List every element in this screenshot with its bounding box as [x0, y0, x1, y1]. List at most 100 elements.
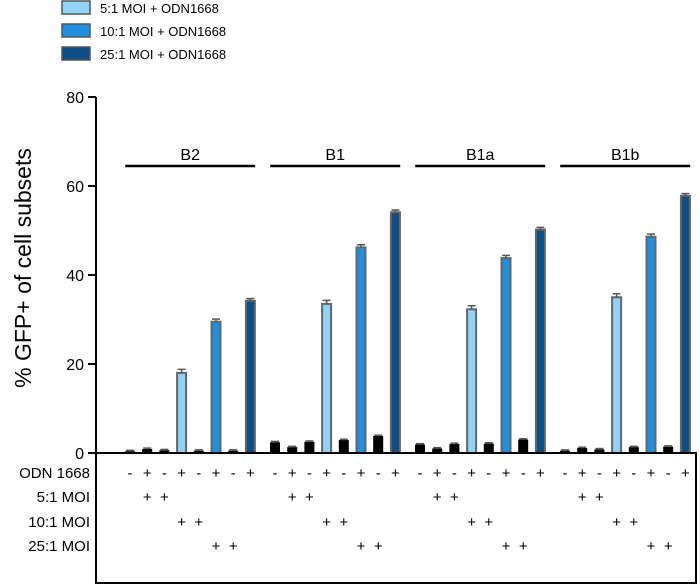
bar: [389, 211, 401, 454]
condition-mark: +: [647, 538, 656, 555]
bar: [611, 296, 623, 454]
condition-mark: +: [484, 514, 493, 531]
condition-mark: +: [246, 465, 255, 482]
condition-mark: +: [229, 538, 238, 555]
condition-row-label: ODN 1668: [19, 465, 90, 482]
bar: [534, 228, 546, 454]
condition-mark: +: [433, 465, 442, 482]
legend-label: 25:1 MOI + ODN1668: [100, 47, 226, 62]
condition-mark: +: [212, 465, 221, 482]
legend-swatch: [61, 46, 91, 61]
bar: [304, 441, 315, 454]
condition-mark: +: [305, 489, 314, 506]
condition-mark: +: [612, 514, 621, 531]
condition-mark: -: [563, 465, 568, 482]
legend-swatch: [61, 0, 91, 15]
group-label: B1a: [466, 147, 495, 164]
condition-mark: +: [502, 465, 511, 482]
y-tick-label: 80: [66, 90, 84, 107]
y-tick-label: 60: [66, 179, 84, 196]
bars: [125, 192, 691, 455]
condition-mark: -: [128, 465, 133, 482]
condition-mark: -: [631, 465, 636, 482]
condition-mark: -: [231, 465, 236, 482]
y-tick-label: 0: [75, 446, 84, 463]
bar: [645, 235, 657, 454]
bar: [500, 257, 512, 454]
condition-mark: +: [467, 465, 476, 482]
condition-mark: +: [194, 514, 203, 531]
y-axis: 0 20 40 60 80: [66, 90, 97, 463]
condition-mark: +: [647, 465, 656, 482]
condition-mark: +: [595, 489, 604, 506]
bar: [679, 194, 691, 454]
bar: [415, 444, 425, 454]
condition-row-label: 5:1 MOI: [37, 489, 90, 506]
group-label: B1: [325, 147, 345, 164]
condition-mark: +: [519, 538, 528, 555]
condition-row-label: 25:1 MOI: [28, 538, 90, 555]
condition-mark: +: [374, 538, 383, 555]
condition-mark: +: [578, 489, 587, 506]
condition-mark: +: [357, 538, 366, 555]
condition-mark: -: [307, 465, 312, 482]
condition-mark: +: [536, 465, 545, 482]
condition-mark: +: [391, 465, 400, 482]
bar: [338, 440, 349, 454]
bar: [466, 308, 478, 455]
group-label: B1b: [611, 147, 640, 164]
condition-mark: +: [467, 514, 476, 531]
condition-mark: -: [418, 465, 423, 482]
condition-mark: -: [376, 465, 381, 482]
bar: [270, 442, 280, 454]
condition-mark: +: [322, 514, 331, 531]
legend: 5:1 MOI + ODN1668 10:1 MOI + ODN1668 25:1 …: [61, 0, 226, 62]
condition-mark: +: [288, 465, 297, 482]
condition-mark: -: [486, 465, 491, 482]
condition-mark: -: [452, 465, 457, 482]
legend-label: 10:1 MOI + ODN1668: [100, 24, 226, 39]
y-axis-title: % GFP+ of cell subsets: [10, 148, 36, 388]
condition-mark: -: [666, 465, 671, 482]
condition-mark: -: [597, 465, 602, 482]
condition-mark: +: [177, 465, 186, 482]
condition-mark: +: [357, 465, 366, 482]
condition-mark: +: [433, 489, 442, 506]
condition-row-label: 10:1 MOI: [28, 514, 90, 531]
condition-mark: +: [322, 465, 331, 482]
condition-mark: +: [664, 538, 673, 555]
bar: [244, 299, 256, 454]
condition-mark: -: [196, 465, 201, 482]
condition-mark: -: [521, 465, 526, 482]
bar: [483, 443, 494, 454]
condition-mark: +: [288, 489, 297, 506]
legend-swatch: [61, 23, 91, 38]
group-label: B2: [180, 147, 200, 164]
condition-mark: +: [450, 489, 459, 506]
bar: [518, 439, 529, 454]
condition-mark: -: [341, 465, 346, 482]
condition-mark: +: [681, 465, 690, 482]
bar: [449, 444, 460, 454]
y-tick-label: 40: [66, 268, 84, 285]
condition-mark: +: [612, 465, 621, 482]
bar: [321, 302, 333, 454]
bar: [176, 371, 188, 454]
condition-mark: -: [162, 465, 167, 482]
condition-mark: +: [578, 465, 587, 482]
bar: [373, 436, 384, 454]
condition-mark: +: [502, 538, 511, 555]
condition-mark: +: [143, 489, 152, 506]
condition-mark: +: [339, 514, 348, 531]
condition-mark: +: [143, 465, 152, 482]
bar: [355, 246, 367, 454]
y-tick-label: 20: [66, 357, 84, 374]
condition-mark: +: [177, 514, 186, 531]
condition-mark: +: [629, 514, 638, 531]
group-labels: B2 B1 B1a B1b: [125, 147, 691, 168]
condition-table: ODN 1668- + - + - + - + - + - + - + - + - + - + - + - + - + - + - + - +…: [19, 452, 697, 584]
condition-mark: +: [212, 538, 221, 555]
legend-label: 5:1 MOI + ODN1668: [100, 1, 219, 16]
bar: [210, 320, 222, 454]
